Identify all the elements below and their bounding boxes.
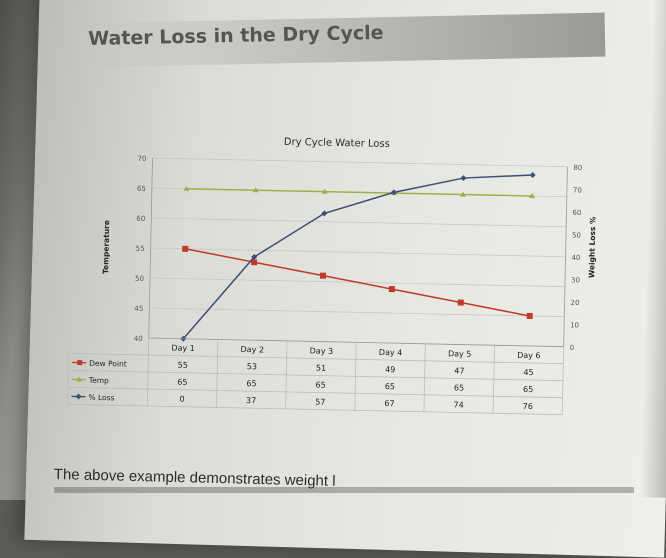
right-tick-label: 30 [571,276,580,284]
gridline [153,158,568,167]
gridline [149,308,564,317]
data-point [460,175,466,181]
gridlines [149,158,568,347]
table-value: 65 [177,378,187,387]
table-value: 49 [385,365,395,374]
dry-cycle-chart: Dry Cycle Water Loss 40 45 50 55 60 65 70 0 10 20… [0,0,666,500]
table-left-line [67,353,68,404]
right-tick-label: 10 [570,321,579,329]
category-label: Day 2 [240,345,264,354]
data-point [389,286,395,292]
right-tick-label: 50 [572,231,581,239]
category-label: Day 1 [171,343,195,352]
data-point [320,273,326,279]
left-tick-label: 45 [134,305,143,313]
data-point [527,313,533,319]
chart-title: Dry Cycle Water Loss [284,137,390,150]
data-table: Day 1 Day 2 Day 3 Day 4 Day 5 Day 6 Dew Point 5… [67,336,563,414]
table-value: 74 [453,400,463,409]
data-point [458,299,464,305]
left-tick-label: 60 [136,215,145,223]
right-tick-label: 80 [573,164,582,172]
table-value: 53 [247,362,257,371]
data-point [530,172,536,178]
series-line-dew-point [184,249,531,316]
legend-key-marker [77,360,82,365]
category-label: Day 5 [448,349,472,358]
left-tick-label: 70 [137,155,146,163]
series-line-temp [186,189,532,196]
gridline [151,218,566,227]
right-tick-label: 20 [570,299,579,307]
right-axis-title: Weight Loss % [587,216,597,278]
left-axis-title: Temperature [101,220,111,274]
series-lines [180,165,535,349]
axes: 40 45 50 55 60 65 70 0 10 20 30 40 50 60 70 80 Temperatu… [100,154,599,352]
legend-series-name: % Loss [88,393,114,403]
table-value: 47 [454,366,464,375]
table-value: 65 [523,385,533,394]
table-value: 51 [316,364,326,373]
left-tick-label: 40 [134,335,143,343]
legend-series-name: Temp [88,376,109,385]
left-tick-label: 50 [135,275,144,283]
right-tick-label: 60 [572,209,581,217]
body-text-next-line [54,487,634,503]
left-tick-label: 65 [137,185,146,193]
table-value: 45 [523,368,533,377]
right-tick-label: 70 [573,186,582,194]
table-value: 37 [246,396,256,405]
data-point [182,246,188,252]
left-tick-label: 55 [136,245,145,253]
table-value: 0 [179,395,184,404]
right-tick-label: 40 [571,254,580,262]
category-label: Day 6 [517,351,541,360]
category-label: Day 3 [310,346,334,355]
table-value: 65 [316,381,326,390]
category-label: Day 4 [379,348,403,357]
gridline [151,248,566,257]
table-value: 57 [315,398,325,407]
legend-series-name: Dew Point [89,359,127,369]
right-tick-label: 0 [570,344,575,352]
table-value: 67 [384,399,394,408]
table-value: 55 [178,361,188,370]
table-value: 65 [454,383,464,392]
table-value: 65 [385,382,395,391]
table-value: 65 [246,379,256,388]
table-value: 76 [523,402,533,411]
legend-key-marker [75,393,81,399]
